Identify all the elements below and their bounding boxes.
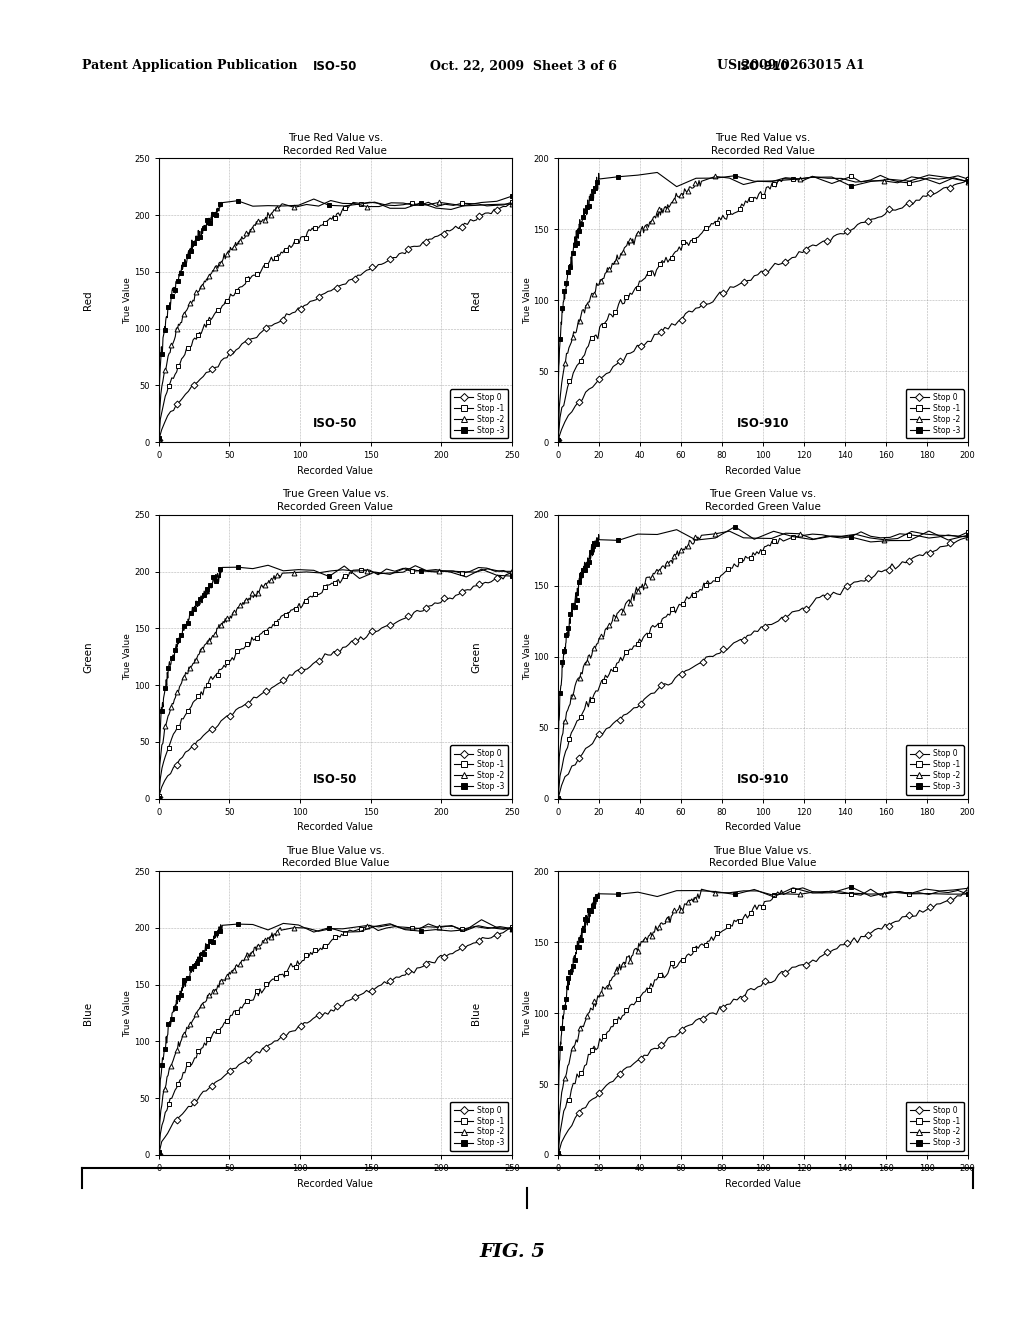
Y-axis label: True Value: True Value <box>124 990 132 1036</box>
Text: True Red Value vs.
Recorded Red Value: True Red Value vs. Recorded Red Value <box>284 133 387 156</box>
X-axis label: Recorded Value: Recorded Value <box>297 1179 374 1188</box>
Legend: Stop 0, Stop -1, Stop -2, Stop -3: Stop 0, Stop -1, Stop -2, Stop -3 <box>451 1102 508 1151</box>
Legend: Stop 0, Stop -1, Stop -2, Stop -3: Stop 0, Stop -1, Stop -2, Stop -3 <box>451 746 508 795</box>
Text: True Green Value vs.
Recorded Green Value: True Green Value vs. Recorded Green Valu… <box>705 490 821 512</box>
Legend: Stop 0, Stop -1, Stop -2, Stop -3: Stop 0, Stop -1, Stop -2, Stop -3 <box>906 389 964 438</box>
Text: ISO-50: ISO-50 <box>313 417 357 430</box>
Y-axis label: True Value: True Value <box>523 634 531 680</box>
Text: True Blue Value vs.
Recorded Blue Value: True Blue Value vs. Recorded Blue Value <box>710 846 816 869</box>
Text: US 2009/0263015 A1: US 2009/0263015 A1 <box>717 59 864 73</box>
Text: True Green Value vs.
Recorded Green Value: True Green Value vs. Recorded Green Valu… <box>278 490 393 512</box>
Text: Blue: Blue <box>471 1002 481 1024</box>
Legend: Stop 0, Stop -1, Stop -2, Stop -3: Stop 0, Stop -1, Stop -2, Stop -3 <box>451 389 508 438</box>
Text: Oct. 22, 2009  Sheet 3 of 6: Oct. 22, 2009 Sheet 3 of 6 <box>430 59 616 73</box>
X-axis label: Recorded Value: Recorded Value <box>725 822 801 832</box>
Y-axis label: True Value: True Value <box>124 634 132 680</box>
X-axis label: Recorded Value: Recorded Value <box>725 466 801 475</box>
X-axis label: Recorded Value: Recorded Value <box>297 466 374 475</box>
Y-axis label: True Value: True Value <box>523 990 531 1036</box>
Text: Red: Red <box>83 290 93 310</box>
Text: True Blue Value vs.
Recorded Blue Value: True Blue Value vs. Recorded Blue Value <box>282 846 389 869</box>
Text: Patent Application Publication: Patent Application Publication <box>82 59 297 73</box>
Y-axis label: True Value: True Value <box>124 277 132 323</box>
Text: ISO-50: ISO-50 <box>313 774 357 787</box>
Text: ISO-910: ISO-910 <box>736 61 790 74</box>
Legend: Stop 0, Stop -1, Stop -2, Stop -3: Stop 0, Stop -1, Stop -2, Stop -3 <box>906 746 964 795</box>
Text: FIG. 5: FIG. 5 <box>479 1243 545 1262</box>
Text: True Red Value vs.
Recorded Red Value: True Red Value vs. Recorded Red Value <box>711 133 815 156</box>
X-axis label: Recorded Value: Recorded Value <box>725 1179 801 1188</box>
Legend: Stop 0, Stop -1, Stop -2, Stop -3: Stop 0, Stop -1, Stop -2, Stop -3 <box>906 1102 964 1151</box>
Text: ISO-50: ISO-50 <box>313 61 357 74</box>
Text: Blue: Blue <box>83 1002 93 1024</box>
Text: Green: Green <box>471 642 481 672</box>
X-axis label: Recorded Value: Recorded Value <box>297 822 374 832</box>
Text: Red: Red <box>471 290 481 310</box>
Text: ISO-910: ISO-910 <box>736 417 790 430</box>
Y-axis label: True Value: True Value <box>523 277 531 323</box>
Text: ISO-910: ISO-910 <box>736 774 790 787</box>
Text: Green: Green <box>83 642 93 672</box>
